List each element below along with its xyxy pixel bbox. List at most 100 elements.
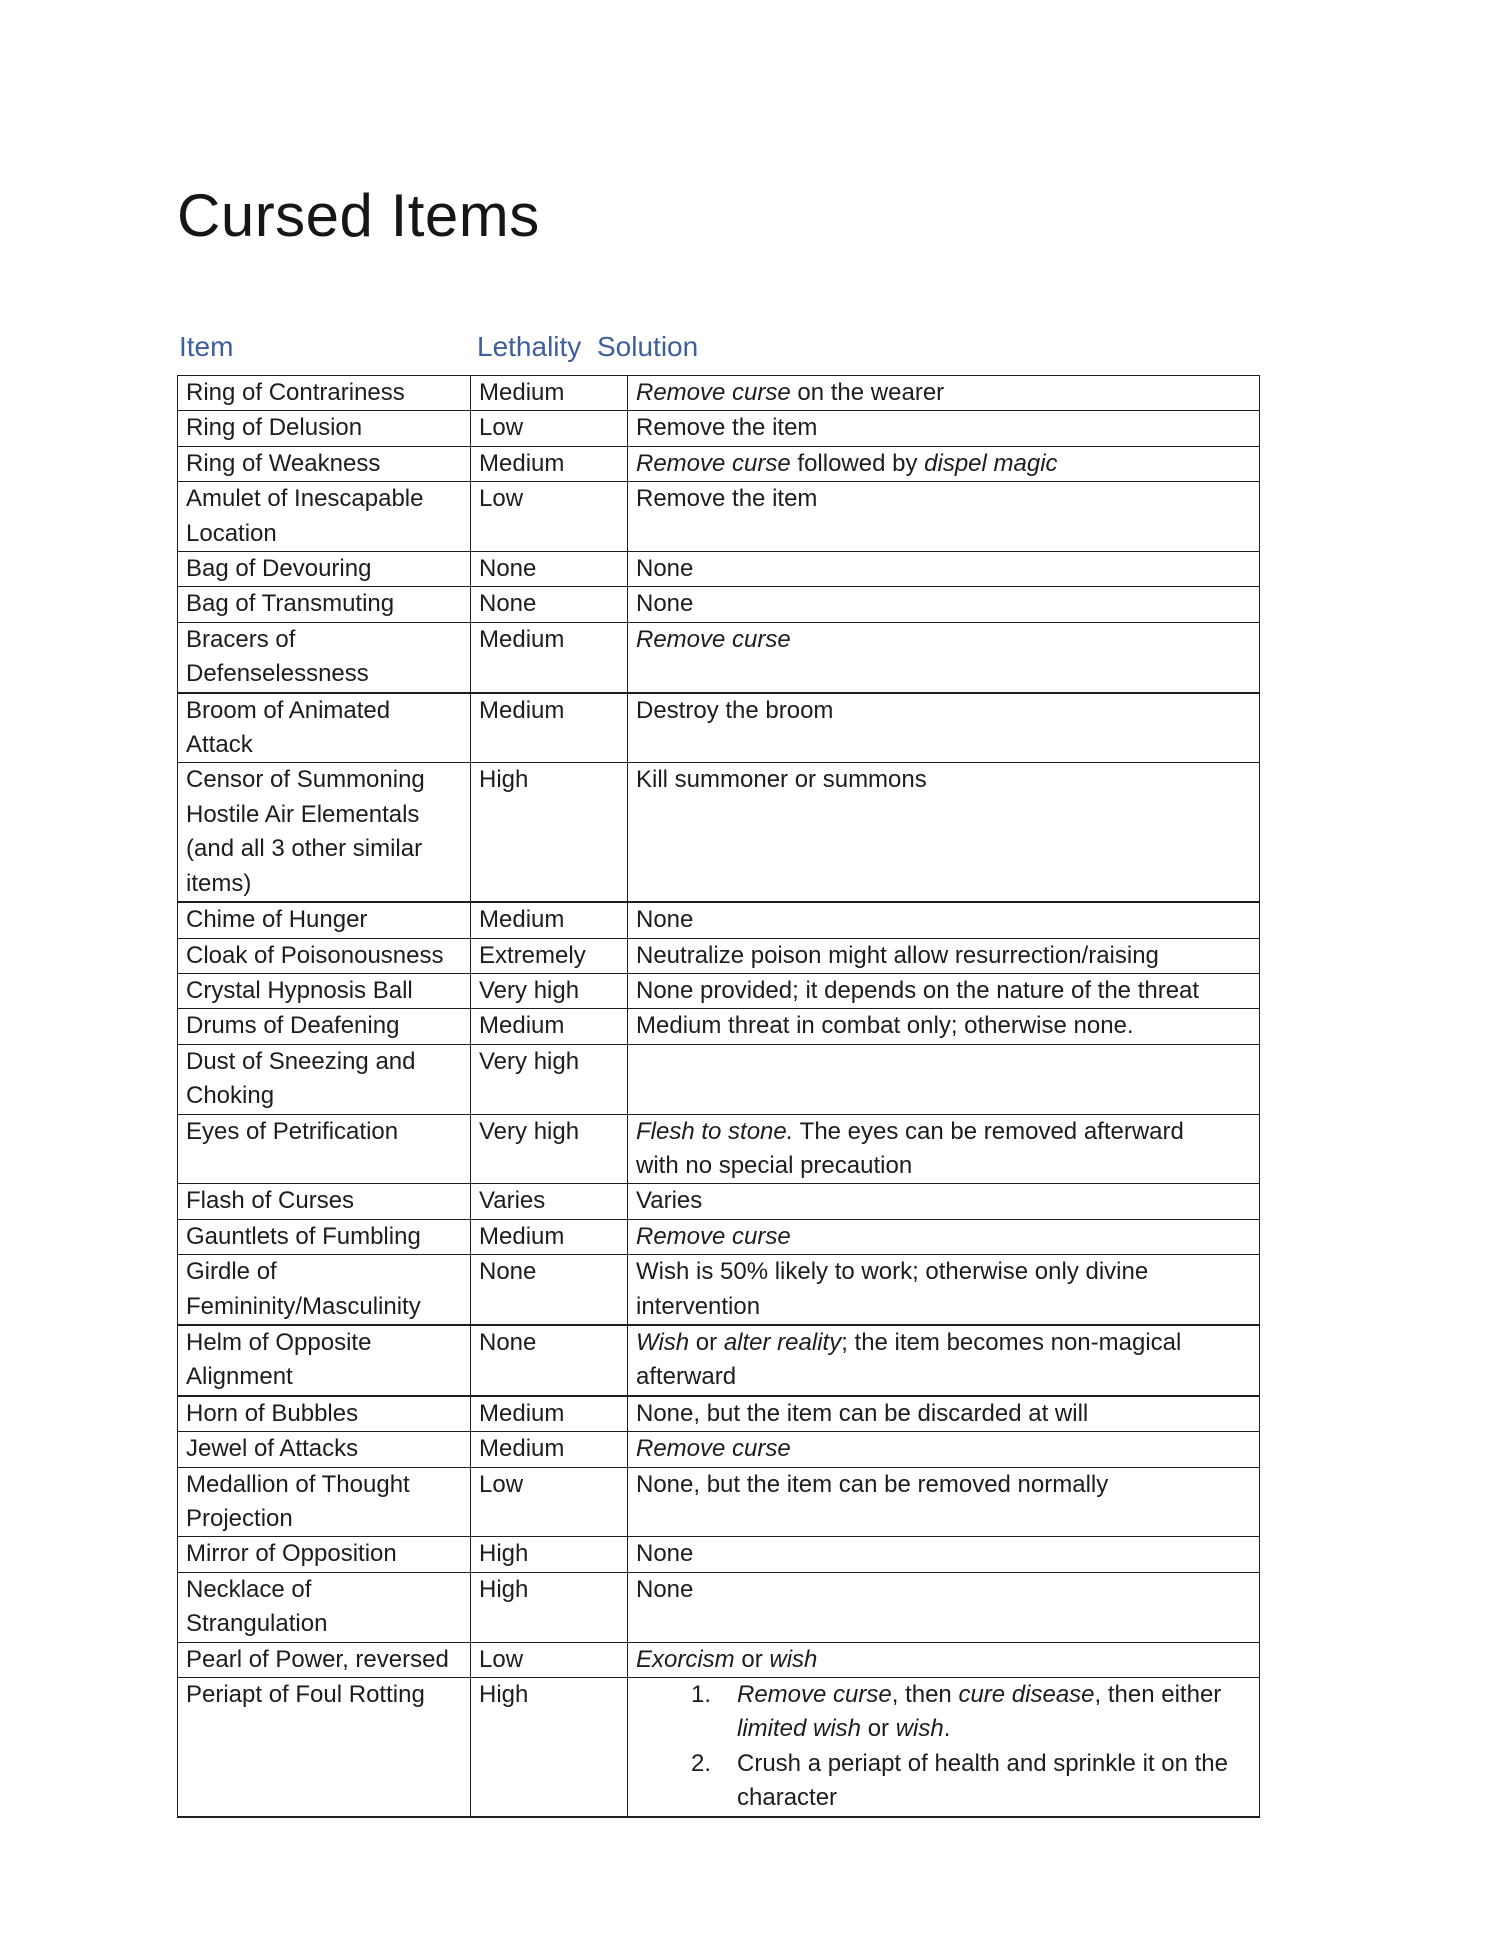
lethality-cell: Medium (470, 1431, 628, 1468)
table-row: Girdle of Femininity/Masculinity None Wish … (177, 1254, 1260, 1326)
item-cell: Bag of Devouring (177, 551, 471, 588)
text-run: on the wearer (790, 379, 945, 406)
italic-text-run: Remove curse (636, 449, 791, 477)
lethality-cell: Very high (470, 972, 628, 1010)
text-run: . (943, 1715, 951, 1743)
table-row: Horn of Bubbles Medium None, but the item … (177, 1395, 1260, 1433)
item-cell: Bag of Transmuting (177, 586, 471, 623)
text-run: Remove the item (636, 414, 818, 442)
table-row: Chime of Hunger Medium None (177, 901, 1260, 939)
table-row: Medallion of Thought Projection Low None, b… (177, 1466, 1260, 1538)
text-run: None, but the item can be discarded at w… (636, 1399, 1089, 1427)
text-run: Crush a periapt of health and sprinkle i… (737, 1749, 1228, 1777)
item-cell: Jewel of Attacks (177, 1431, 471, 1468)
lethality-cell: Extremely (470, 937, 628, 974)
solution-cell (627, 1043, 1260, 1115)
table-row: Bag of Devouring None None (177, 551, 1260, 588)
italic-text-run: cure disease (958, 1681, 1095, 1709)
text-run: Wish is 50% likely to work; otherwise on… (636, 1258, 1149, 1286)
item-cell: Girdle of Femininity/Masculinity (177, 1254, 471, 1326)
lethality-cell: Very high (470, 1113, 628, 1185)
solution-cell: None, but the item can be discarded at w… (627, 1395, 1260, 1433)
item-cell: Mirror of Opposition (177, 1536, 471, 1573)
table-row: Necklace of Strangulation High None (177, 1571, 1260, 1643)
lethality-cell: None (470, 551, 628, 588)
italic-text-run: wish (895, 1715, 944, 1743)
lethality-cell: None (470, 1324, 628, 1397)
solution-cell: 1. Remove curse, then cure disease, then … (627, 1677, 1260, 1818)
text-run: character (737, 1784, 838, 1812)
lethality-cell: High (470, 1571, 628, 1643)
table-row: Amulet of Inescapable Location Low Remove t… (177, 481, 1260, 553)
lethality-cell: None (470, 1254, 628, 1326)
text-run: intervention (636, 1292, 761, 1320)
solution-cell: Neutralize poison might allow resurrecti… (627, 937, 1260, 974)
item-cell: Horn of Bubbles (177, 1395, 471, 1433)
solution-cell: None (627, 1536, 1260, 1573)
text-run: or (689, 1328, 724, 1356)
item-cell: Censor of Summoning Hostile Air Elemental… (177, 762, 471, 904)
italic-text-run: Remove curse (636, 1435, 791, 1463)
text-run: ; the item becomes non-magical (841, 1328, 1182, 1356)
table-column-headers: Item Lethality Solution (177, 330, 1259, 370)
item-cell: Flash of Curses (177, 1183, 471, 1220)
text-run: None (636, 1575, 694, 1603)
table-row: Bag of Transmuting None None (177, 586, 1260, 623)
solution-cell: Remove curse on the wearer (627, 374, 1260, 412)
lethality-cell: None (470, 586, 628, 623)
italic-text-run: Remove curse (636, 625, 791, 653)
item-cell: Crystal Hypnosis Ball (177, 972, 471, 1010)
solution-cell: None (627, 901, 1260, 939)
solution-cell: Exorcism or wish (627, 1641, 1260, 1679)
lethality-cell: Medium (470, 374, 628, 412)
text-run: , then either (1094, 1681, 1222, 1709)
table-row: Periapt of Foul Rotting High 1. Remove curs… (177, 1677, 1260, 1818)
solution-cell: Remove curse (627, 1431, 1260, 1468)
lethality-cell: Low (470, 481, 628, 553)
italic-text-run: alter reality (723, 1328, 842, 1356)
text-run: Remove the item (636, 485, 818, 513)
item-cell: Pearl of Power, reversed (177, 1641, 471, 1679)
solution-cell: Remove the item (627, 410, 1260, 447)
italic-text-run: limited wish (737, 1715, 862, 1743)
column-header-solution: Solution (597, 331, 699, 362)
lethality-cell: Varies (470, 1183, 628, 1220)
solution-cell: Medium threat in combat only; otherwise … (627, 1008, 1260, 1045)
solution-cell: Remove curse followed by dispel magic (627, 445, 1260, 483)
italic-text-run: Remove curse (636, 379, 791, 406)
table-row: Ring of Delusion Low Remove the item (177, 410, 1260, 447)
item-cell: Ring of Delusion (177, 410, 471, 447)
text-run: None (636, 906, 694, 934)
solution-cell: None provided; it depends on the nature … (627, 972, 1260, 1010)
table-row: Broom of Animated Attack Medium Destroy the… (177, 692, 1260, 764)
solution-list-item: 1. Remove curse, then cure disease, then … (636, 1678, 1251, 1747)
item-cell: Amulet of Inescapable Location (177, 481, 471, 553)
table-body: Ring of Contrariness Medium Remove curse o… (177, 374, 1260, 1818)
item-cell: Bracers of Defenselessness (177, 621, 471, 694)
lethality-cell: Medium (470, 901, 628, 939)
table-row: Jewel of Attacks Medium Remove curse (177, 1431, 1260, 1468)
solution-cell: None (627, 1571, 1260, 1643)
item-cell: Eyes of Petrification (177, 1113, 471, 1185)
lethality-cell: Medium (470, 1395, 628, 1433)
solution-cell: Destroy the broom (627, 692, 1260, 764)
italic-text-run: Wish (636, 1328, 690, 1356)
text-run: with no special precaution (636, 1151, 913, 1179)
italic-text-run: Exorcism (636, 1645, 735, 1673)
solution-cell: None, but the item can be removed normal… (627, 1466, 1260, 1538)
text-run: Neutralize poison might allow resurrecti… (636, 941, 1159, 969)
solution-cell: Remove curse (627, 1218, 1260, 1256)
item-cell: Periapt of Foul Rotting (177, 1677, 471, 1818)
solution-cell: Remove curse (627, 621, 1260, 694)
table-row: Cloak of Poisonousness Extremely Neutraliz… (177, 937, 1260, 974)
lethality-cell: Medium (470, 621, 628, 694)
lethality-cell: Low (470, 410, 628, 447)
italic-text-run: Flesh to stone. (636, 1117, 794, 1145)
item-cell: Helm of Opposite Alignment (177, 1324, 471, 1397)
lethality-cell: Low (470, 1466, 628, 1538)
item-cell: Necklace of Strangulation (177, 1571, 471, 1643)
text-run: or (734, 1645, 770, 1673)
italic-text-run: Remove curse (636, 1222, 791, 1250)
item-cell: Dust of Sneezing and Choking (177, 1043, 471, 1115)
text-run: Varies (636, 1187, 703, 1215)
